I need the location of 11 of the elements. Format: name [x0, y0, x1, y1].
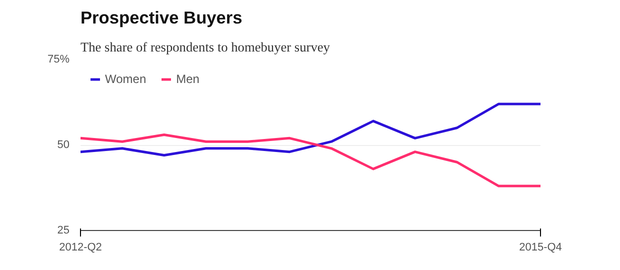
line-series [80, 102, 540, 157]
chart-subtitle: The share of respondents to homebuyer survey [80, 40, 330, 54]
x-tick-label: 2015-Q4 [519, 242, 562, 254]
y-tick-label: 75% [47, 54, 70, 66]
chart-title: Prospective Buyers [80, 8, 242, 28]
y-tick-label: 25 [57, 224, 70, 236]
y-tick-label: 50 [57, 139, 70, 151]
line-series [80, 133, 540, 188]
legend-label: Men [176, 72, 200, 86]
x-tick-label: 2012-Q2 [59, 242, 102, 254]
legend-label: Women [105, 72, 146, 86]
